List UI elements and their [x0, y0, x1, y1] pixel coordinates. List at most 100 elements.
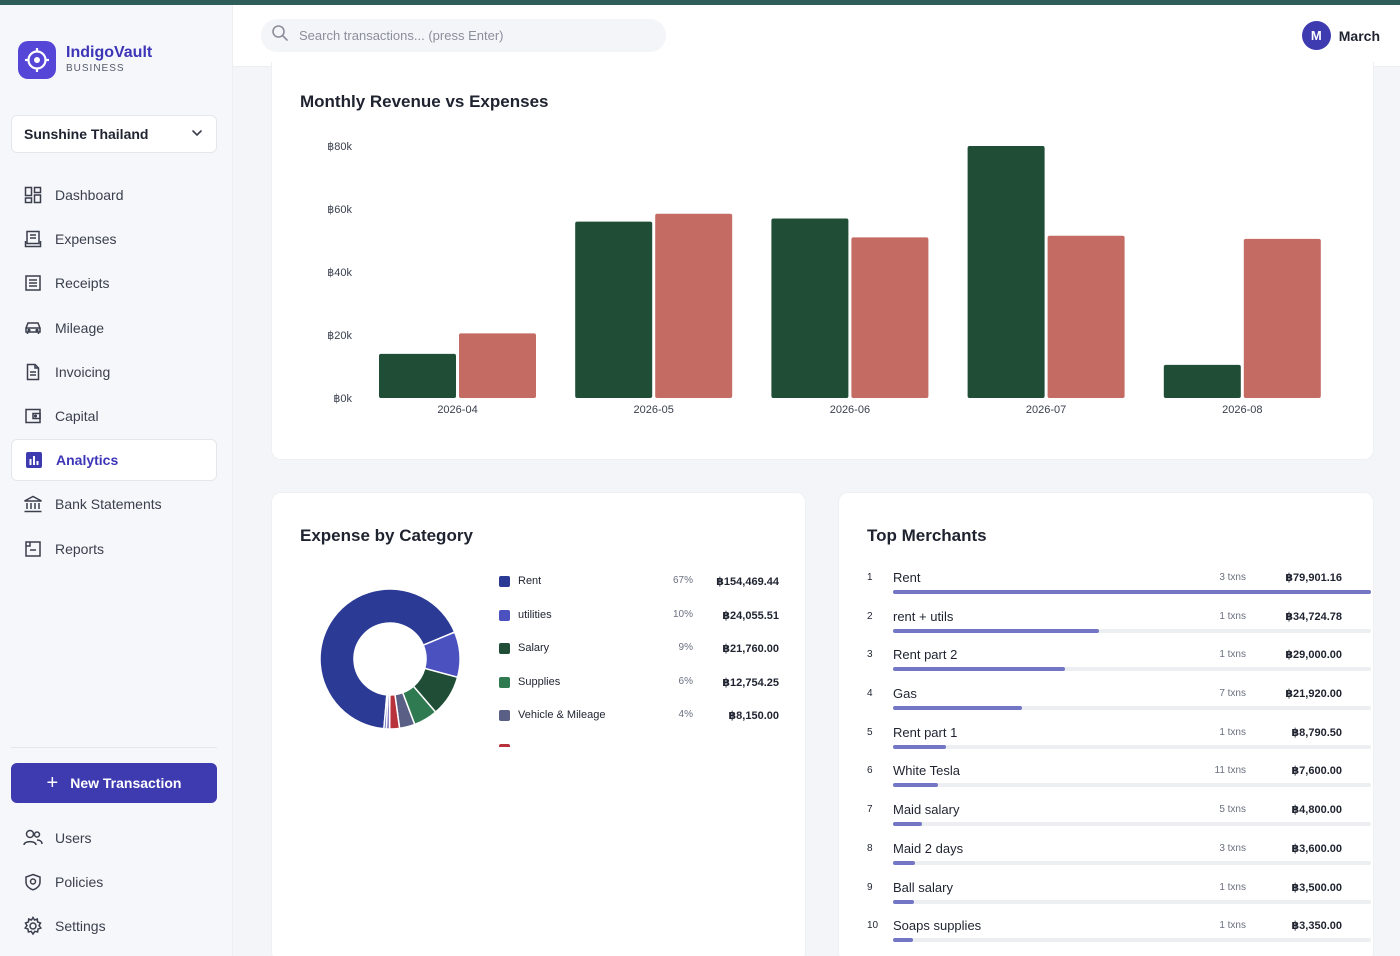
sidebar-item-bank-statements[interactable]: Bank Statements [11, 483, 217, 525]
sidebar: IndigoVault BUSINESS Sunshine Thailand D… [0, 5, 233, 956]
category-legend-scroll[interactable]: Rent 67% ฿154,469.44 utilities 10% ฿24,055.51… [499, 569, 781, 747]
top-merchants-title: Top Merchants [867, 526, 987, 545]
merchant-rank: 1 [867, 572, 873, 583]
merchant-share-bar [893, 822, 922, 827]
sidebar-item-receipts[interactable]: Receipts [11, 262, 217, 304]
expense-bar[interactable] [1047, 235, 1125, 398]
y-tick-label: ฿60k [327, 204, 352, 216]
revenue-expenses-chart: ฿80k ฿60k ฿40k ฿20k ฿0k 2026-04 2026-05 2026-06… [327, 141, 1321, 416]
sidebar-item-invoicing[interactable]: Invoicing [11, 351, 217, 393]
sidebar-item-capital[interactable]: Capital [11, 395, 217, 437]
merchant-row[interactable]: 8 Maid 2 days 3 txns ฿3,600.00 [867, 834, 1371, 873]
search-icon [271, 24, 289, 47]
merchant-share-bar [893, 783, 939, 788]
sidebar-item-analytics[interactable]: Analytics [11, 439, 217, 482]
merchant-share-track [893, 590, 1371, 594]
legend-item: utilities 10% ฿24,055.51 [499, 603, 779, 637]
legend-percent: 9% [678, 642, 693, 654]
user-menu[interactable]: M March [1301, 21, 1380, 50]
merchant-row[interactable]: 4 Gas 7 txns ฿21,920.00 [867, 679, 1371, 718]
new-transaction-label: New Transaction [70, 775, 182, 791]
donut-slice[interactable] [319, 588, 456, 730]
merchant-name: Gas [893, 686, 917, 702]
brand[interactable]: IndigoVault BUSINESS [18, 41, 152, 79]
revenue-bar[interactable] [379, 353, 456, 398]
legend-label: utilities [518, 608, 552, 621]
sidebar-item-settings[interactable]: Settings [11, 905, 217, 947]
merchant-rank: 2 [867, 610, 873, 622]
avatar: M [1301, 21, 1331, 50]
sidebar-item-users-label: Users [55, 830, 92, 846]
sidebar-item-reports[interactable]: Reports [11, 528, 217, 570]
merchant-name: Soaps supplies [893, 918, 982, 934]
reports-icon [23, 539, 43, 559]
revenue-bar[interactable] [575, 221, 653, 398]
expense-bar[interactable] [459, 333, 536, 398]
merchant-share-track [893, 783, 1371, 788]
expense-bar[interactable] [851, 237, 929, 398]
sidebar-divider [11, 747, 217, 748]
merchant-row[interactable]: 7 Maid salary 5 txns ฿4,800.00 [867, 795, 1371, 834]
merchant-name: rent + utils [893, 608, 954, 624]
sidebar-item-capital-label: Capital [55, 407, 99, 424]
category-legend: Rent 67% ฿154,469.44 utilities 10% ฿24,055.51… [499, 569, 779, 747]
revenue-bar[interactable] [967, 146, 1045, 398]
new-transaction-button[interactable]: + New Transaction [11, 763, 217, 803]
merchant-share-track [893, 938, 1371, 943]
x-tick-label: 2026-08 [1222, 404, 1262, 416]
merchant-row[interactable]: 5 Rent part 1 1 txns ฿8,790.50 [867, 718, 1371, 757]
merchant-share-bar [893, 667, 1066, 672]
y-tick-label: ฿20k [327, 330, 352, 342]
sidebar-item-expenses[interactable]: Expenses [11, 218, 217, 260]
organization-select[interactable]: Sunshine Thailand [11, 115, 217, 153]
legend-swatch [499, 743, 510, 747]
merchant-rank: 7 [867, 804, 873, 816]
merchant-txn-count: 1 txns [1219, 920, 1246, 932]
search-bar[interactable] [261, 19, 666, 52]
x-tick-label: 2026-07 [1026, 404, 1066, 416]
expense-category-card: Expense by Category Rent 67% ฿154,469.44 ut… [271, 492, 806, 956]
sidebar-item-users[interactable]: Users [11, 817, 217, 859]
merchant-txn-count: 1 txns [1219, 649, 1246, 661]
merchant-row[interactable]: 9 Ball salary 1 txns ฿3,500.00 [867, 873, 1371, 912]
legend-swatch [499, 643, 510, 655]
sidebar-item-dashboard[interactable]: Dashboard [11, 174, 217, 216]
donut-slice[interactable] [383, 694, 389, 730]
y-tick-label: ฿80k [327, 141, 352, 153]
sidebar-item-receipts-label: Receipts [55, 275, 110, 292]
expenses-icon [23, 229, 43, 249]
organization-select-value: Sunshine Thailand [24, 126, 149, 142]
sidebar-item-mileage[interactable]: Mileage [11, 307, 217, 349]
expense-bar[interactable] [655, 213, 733, 398]
legend-swatch [499, 576, 510, 587]
legend-percent: 67% [672, 575, 693, 586]
revenue-bar[interactable] [1163, 364, 1241, 398]
merchant-txn-count: 1 txns [1219, 726, 1246, 738]
search-input[interactable] [299, 28, 639, 43]
revenue-bar[interactable] [771, 218, 849, 398]
merchant-row[interactable]: 3 Rent part 2 1 txns ฿29,000.00 [867, 640, 1371, 679]
merchant-row[interactable]: 10 Soaps supplies 1 txns ฿3,350.00 [867, 911, 1371, 950]
legend-item: Supplies 6% ฿12,754.25 [499, 670, 779, 704]
expense-category-title: Expense by Category [300, 526, 473, 545]
merchant-row[interactable]: 1 Rent 3 txns ฿79,901.16 [867, 563, 1371, 602]
shield-icon [23, 872, 43, 892]
merchant-name: Ball salary [893, 879, 953, 895]
legend-swatch [499, 710, 510, 722]
merchant-rank: 4 [867, 688, 873, 700]
sidebar-item-mileage-label: Mileage [55, 319, 105, 336]
merchant-share-track [893, 706, 1371, 711]
expense-bar[interactable] [1243, 238, 1321, 398]
merchant-share-bar [893, 628, 1099, 633]
merchant-row[interactable]: 2 rent + utils 1 txns ฿34,724.78 [867, 602, 1371, 641]
x-tick-label: 2026-04 [437, 404, 477, 416]
sidebar-item-dashboard-label: Dashboard [55, 187, 124, 203]
sidebar-item-policies-label: Policies [55, 874, 104, 891]
legend-amount: ฿154,469.44 [716, 576, 779, 588]
merchant-txn-count: 1 txns [1219, 881, 1246, 893]
sidebar-item-policies[interactable]: Policies [11, 861, 217, 903]
chevron-down-icon [190, 126, 204, 143]
merchant-amount: ฿79,901.16 [1285, 572, 1342, 584]
merchant-row[interactable]: 6 White Tesla 11 txns ฿7,600.00 [867, 756, 1371, 795]
sidebar-item-settings-label: Settings [55, 918, 106, 935]
